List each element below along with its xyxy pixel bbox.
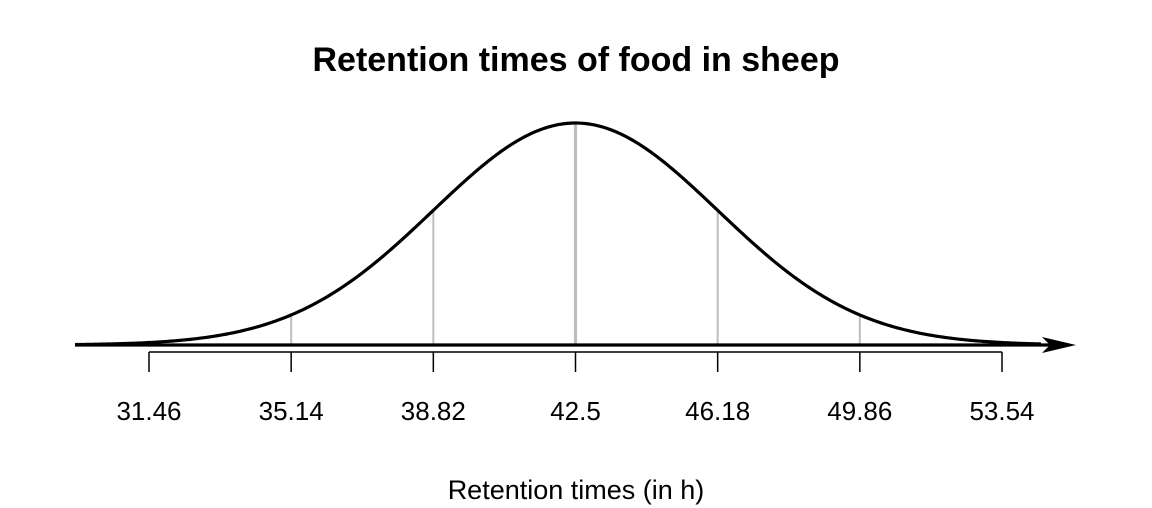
x-axis-label: Retention times (in h)	[448, 475, 705, 505]
x-tick-label: 35.14	[259, 396, 324, 426]
chart-title: Retention times of food in sheep	[312, 41, 839, 79]
arrow-head-icon	[1042, 337, 1076, 353]
x-tick-label: 53.54	[969, 396, 1034, 426]
x-tick-label: 38.82	[401, 396, 466, 426]
density-curve	[74, 121, 1042, 347]
x-tick-label: 42.5	[550, 396, 601, 426]
x-tick-label: 49.86	[827, 396, 892, 426]
x-tick-label: 31.46	[116, 396, 181, 426]
x-tick-label: 46.18	[685, 396, 750, 426]
